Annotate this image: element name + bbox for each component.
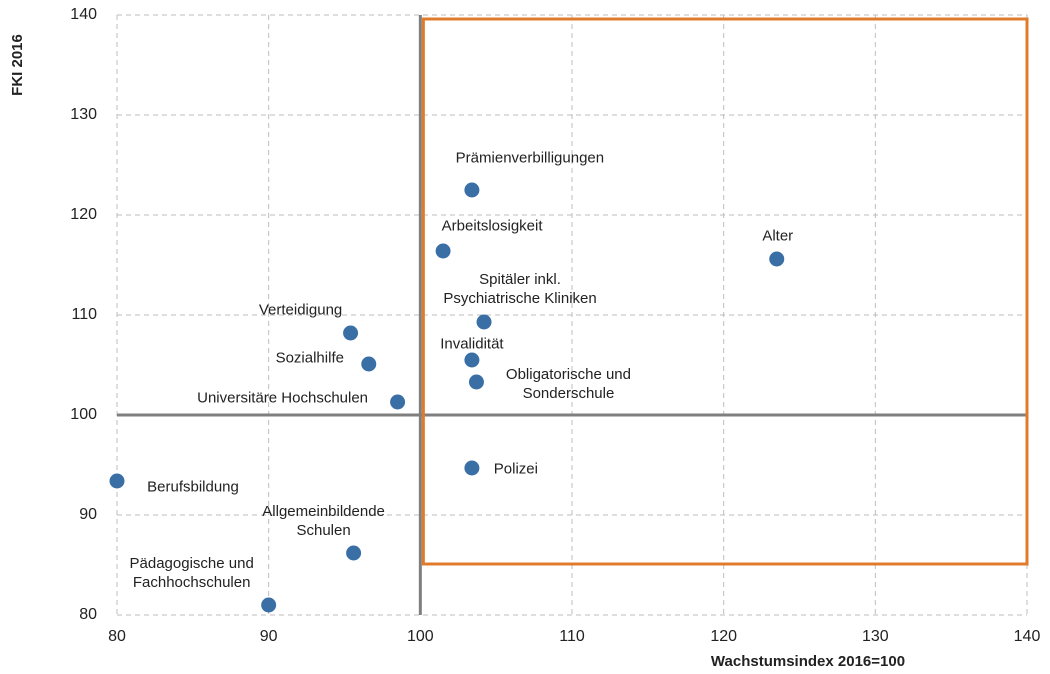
point xyxy=(769,251,785,267)
point xyxy=(343,325,359,341)
y-axis-label: FKI 2016 xyxy=(9,34,26,96)
point xyxy=(476,314,492,330)
point xyxy=(464,182,480,198)
y-tick-label: 90 xyxy=(79,506,97,523)
y-tick-label: 80 xyxy=(79,606,97,623)
point-label: Berufsbildung xyxy=(147,478,239,496)
x-axis-label: Wachstumsindex 2016=100 xyxy=(711,653,905,670)
point xyxy=(464,460,480,476)
point-label: Spitäler inkl. Psychiatrische Kliniken xyxy=(443,271,597,307)
x-tick-label: 90 xyxy=(260,628,278,645)
y-tick-label: 130 xyxy=(70,106,97,123)
x-tick-label: 80 xyxy=(108,628,126,645)
point-label: Obligatorische und Sonderschule xyxy=(505,366,631,402)
point xyxy=(261,597,277,613)
point-label: Polizei xyxy=(493,460,538,478)
point-label: Prämienverbilligungen xyxy=(455,149,605,167)
point xyxy=(464,352,480,368)
x-tick-label: 110 xyxy=(559,628,585,645)
y-tick-label: 140 xyxy=(70,6,97,23)
point xyxy=(435,243,451,259)
x-tick-label: 100 xyxy=(407,628,434,645)
point xyxy=(468,374,484,390)
x-tick-label: 130 xyxy=(862,628,889,645)
highlight-box xyxy=(421,17,1029,566)
point-label: Pädagogische und Fachhochschulen xyxy=(129,555,254,591)
point-label: Sozialhilfe xyxy=(275,349,344,367)
point xyxy=(109,473,125,489)
y-tick-label: 100 xyxy=(70,406,97,423)
point-label: Invalidität xyxy=(440,335,504,353)
y-tick-label: 110 xyxy=(71,306,97,323)
point xyxy=(390,394,406,410)
y-tick-label: 120 xyxy=(70,206,97,223)
point-label: Universitäre Hochschulen xyxy=(197,389,369,407)
point-label: Verteidigung xyxy=(258,301,343,319)
point-label: Arbeitslosigkeit xyxy=(441,217,543,235)
x-tick-label: 120 xyxy=(710,628,737,645)
point xyxy=(346,545,362,561)
x-tick-label: 140 xyxy=(1014,628,1041,645)
point xyxy=(361,356,377,372)
point-label: Allgemeinbildende Schulen xyxy=(262,503,385,539)
point-label: Alter xyxy=(762,227,794,245)
